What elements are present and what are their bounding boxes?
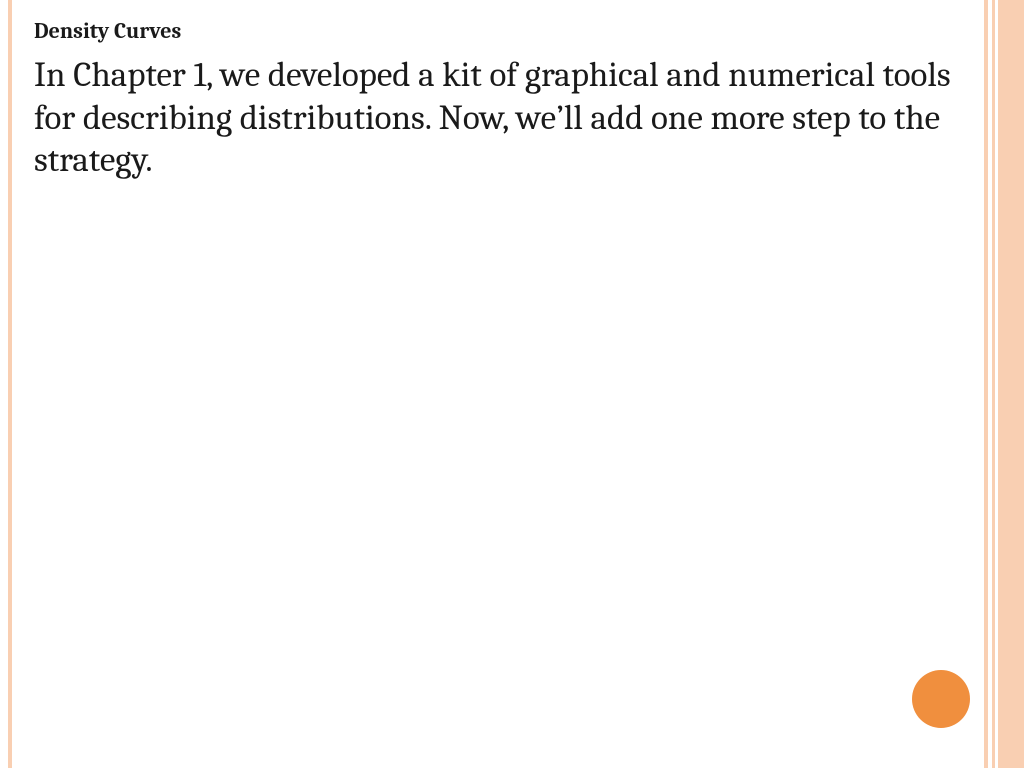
slide-content: Density Curves In Chapter 1, we develope… — [34, 18, 964, 182]
slide-title: Density Curves — [34, 18, 964, 44]
right-accent-band — [998, 0, 1024, 768]
accent-circle-icon — [912, 670, 970, 728]
left-accent-border — [8, 0, 12, 768]
slide-body-text: In Chapter 1, we developed a kit of grap… — [34, 54, 964, 182]
right-accent-border-group — [984, 0, 1024, 768]
